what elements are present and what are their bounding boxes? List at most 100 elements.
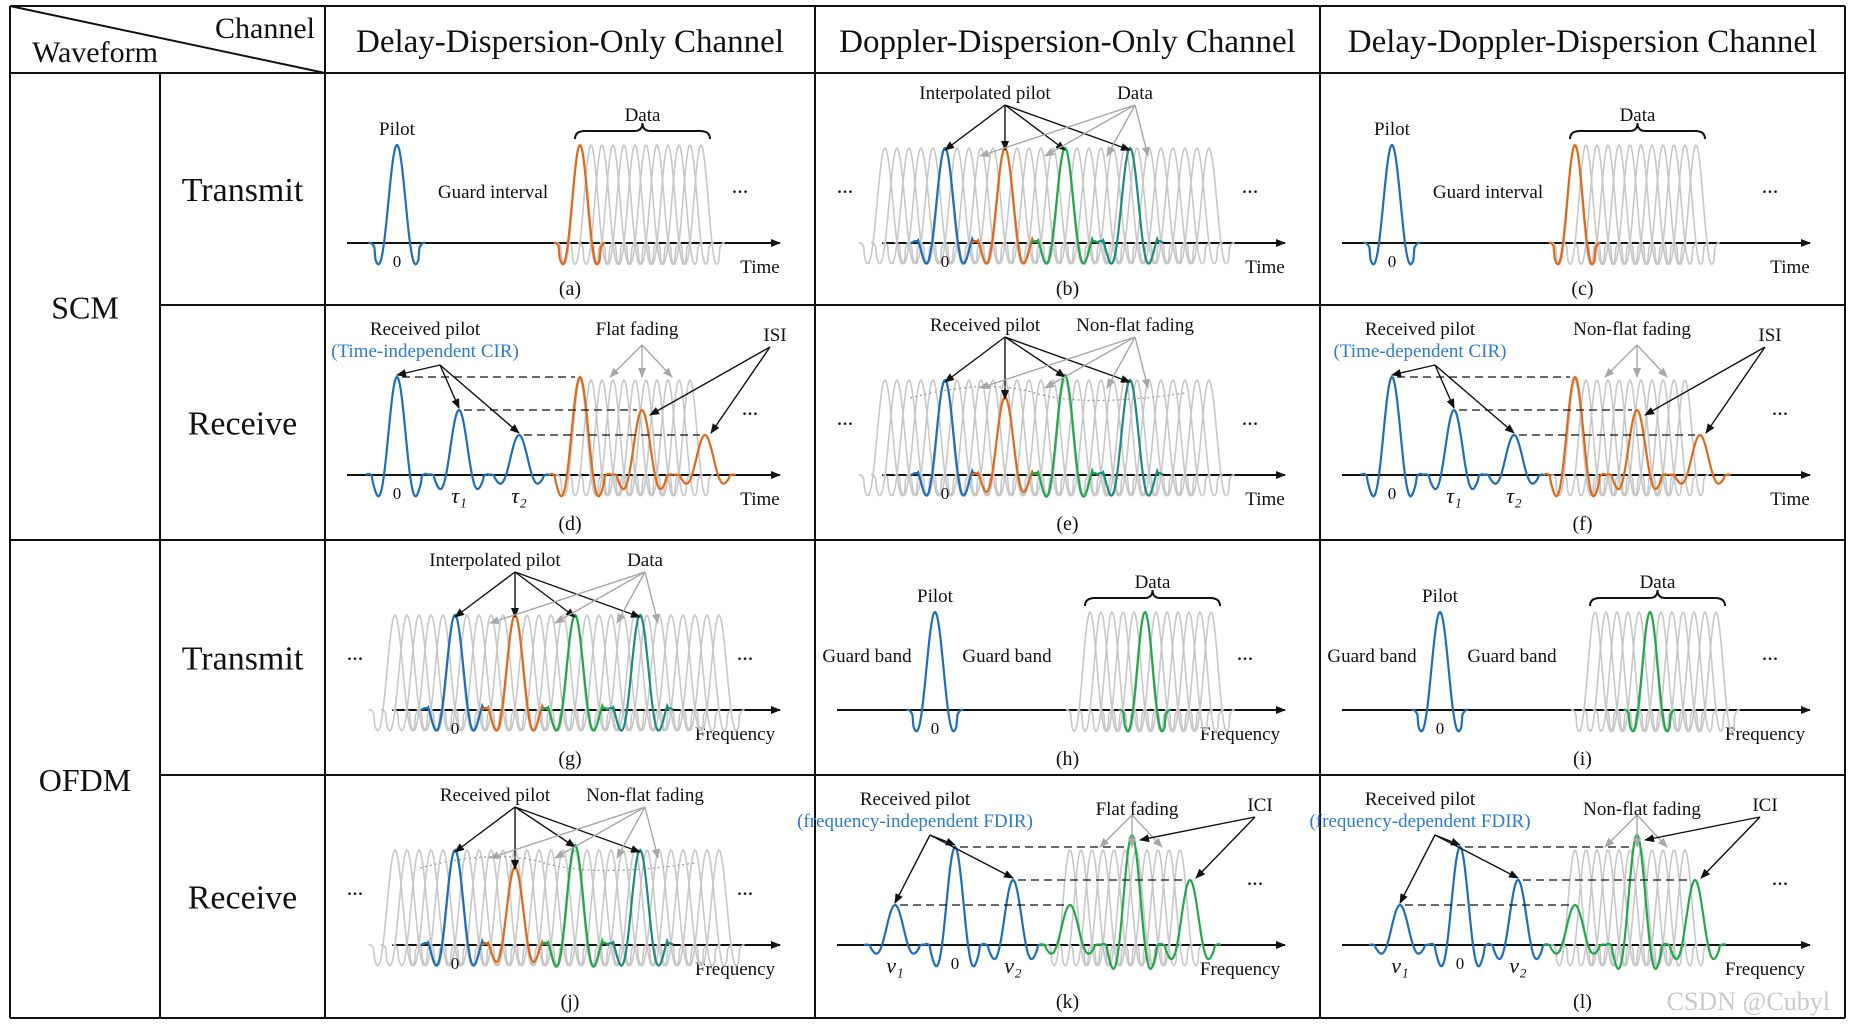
arrow-received <box>894 834 931 904</box>
delay-label-2: τ₂ <box>1506 483 1522 508</box>
data-pulse <box>440 849 493 967</box>
data-pulse-received-3 <box>1663 878 1727 961</box>
data-pulse <box>380 849 433 967</box>
axis-label: Time <box>1245 257 1284 278</box>
data-brace <box>574 122 711 140</box>
guard-interval-label: Guard interval <box>438 182 548 203</box>
arrow-interference <box>1139 816 1256 843</box>
data-pulse <box>1638 848 1687 967</box>
data-pulse <box>1561 378 1610 497</box>
data-pulse <box>654 378 703 497</box>
data-pulse-highlight <box>1548 143 1601 266</box>
arrow-data <box>616 571 646 624</box>
data-pulse <box>1078 848 1127 967</box>
axis-label: Frequency <box>1200 724 1281 745</box>
data-pulse-received-1 <box>1543 903 1607 955</box>
data-pulse <box>1045 848 1094 967</box>
data-pulse <box>1062 147 1115 265</box>
pilot-pulse-main <box>365 375 429 498</box>
data-pulse-received-1 <box>548 375 612 498</box>
panel-caption-g: (g) <box>558 748 581 770</box>
data-pulse <box>870 147 923 265</box>
panel-h: (h) Frequency 0 Pilot Guard band Guard band Da… <box>822 572 1286 770</box>
arrow-pilot <box>1004 104 1066 151</box>
panel-i: (i) Frequency 0 Pilot Guard band Guard band Da… <box>1327 572 1811 770</box>
pilot-pulse <box>1363 144 1421 266</box>
data-pulse <box>1155 848 1204 967</box>
data-pulse <box>1649 378 1698 497</box>
data-pulse <box>680 614 733 732</box>
data-pulse <box>656 849 709 967</box>
data-pulse <box>966 379 1019 497</box>
guard-band-label-right: Guard band <box>962 646 1052 667</box>
data-pulse <box>500 614 553 732</box>
panel-caption-l: (l) <box>1573 991 1592 1013</box>
data-pulse <box>572 614 625 732</box>
data-pulse <box>1638 143 1687 266</box>
data-brace <box>1084 589 1221 607</box>
data-pulse <box>1110 379 1163 497</box>
channel-response-label: (Time-independent CIR) <box>331 341 519 362</box>
data-pulse <box>1572 848 1621 967</box>
watermark: CSDN @Cubyl <box>1667 987 1830 1016</box>
ellipsis-right: ... <box>1237 640 1254 665</box>
data-pulse-highlight <box>1623 610 1676 733</box>
arrow-fading <box>641 344 673 378</box>
pilot-pulse <box>1411 611 1469 733</box>
data-brace <box>1589 589 1726 607</box>
ellipsis-right: ... <box>737 875 754 900</box>
data-pulse <box>680 849 733 967</box>
panel-caption-h: (h) <box>1056 748 1079 770</box>
data-pulse <box>1649 143 1698 266</box>
arrow-fading <box>1636 814 1668 848</box>
zero-label: 0 <box>941 252 950 271</box>
guard-band-label-right: Guard band <box>1467 646 1557 667</box>
axis-label: Frequency <box>695 724 776 745</box>
pilot-pulse-main <box>863 903 927 955</box>
panel-d: (d) Time 0 τ₁ τ₂ Received pilot(Time-independ… <box>331 319 786 535</box>
data-pulse <box>654 143 703 266</box>
data-pulse <box>1067 848 1116 967</box>
panel-j: (j) Frequency 0... ... Received pilot Non-fla… <box>347 785 781 1013</box>
panel-caption-e: (e) <box>1056 513 1078 535</box>
data-pulse <box>1065 610 1114 733</box>
panel-c: (c) Time 0 Pilot Guard interval Data... <box>1342 105 1811 300</box>
arrow-data <box>979 104 1136 157</box>
data-pulse <box>930 147 983 265</box>
data-pulse <box>368 614 421 732</box>
data-pulse <box>1561 848 1610 967</box>
row-label-transmit-1: Transmit <box>182 172 304 209</box>
arrow-received <box>1399 834 1436 904</box>
arrow-data <box>554 571 646 624</box>
delay-label-1: ν₁ <box>1391 953 1408 978</box>
arrow-pilot <box>944 336 1006 383</box>
arrow-interference <box>649 346 771 416</box>
axis-label: Time <box>740 257 779 278</box>
header-channel-label: Channel <box>215 12 315 45</box>
arrow-received <box>396 364 441 377</box>
data-pulse <box>1572 378 1621 497</box>
data-pulse <box>1076 610 1125 733</box>
data-pulse <box>1636 610 1685 733</box>
zero-label: 0 <box>393 484 402 503</box>
data-pulse <box>1175 610 1224 733</box>
panel-l: (l) Frequency 0 ν₁ ν₂ Received pilot(frequenc… <box>1309 789 1811 1013</box>
data-pulse <box>1691 610 1740 733</box>
data-pulse <box>990 379 1043 497</box>
data-pulse <box>668 614 721 732</box>
ellipsis-right: ... <box>1247 865 1264 890</box>
pilot-pulse-path3 <box>1486 878 1550 961</box>
header-waveform-label: Waveform <box>32 36 158 69</box>
ellipsis-right: ... <box>1242 173 1259 198</box>
zero-label: 0 <box>931 719 940 738</box>
arrow-pilot <box>944 104 1006 151</box>
data-pulse-received-1 <box>1038 903 1102 955</box>
data-pulse <box>966 147 1019 265</box>
arrow-received <box>1391 364 1436 377</box>
arrow-received <box>1434 834 1519 879</box>
data-pulse <box>1170 147 1223 265</box>
column-header-3: Delay-Doppler-Dispersion Channel <box>1348 24 1817 60</box>
panel-a: (a) Time 0 Pilot Guard interval Data... <box>347 105 781 300</box>
data-pulse <box>894 379 947 497</box>
data-pulse <box>610 143 659 266</box>
